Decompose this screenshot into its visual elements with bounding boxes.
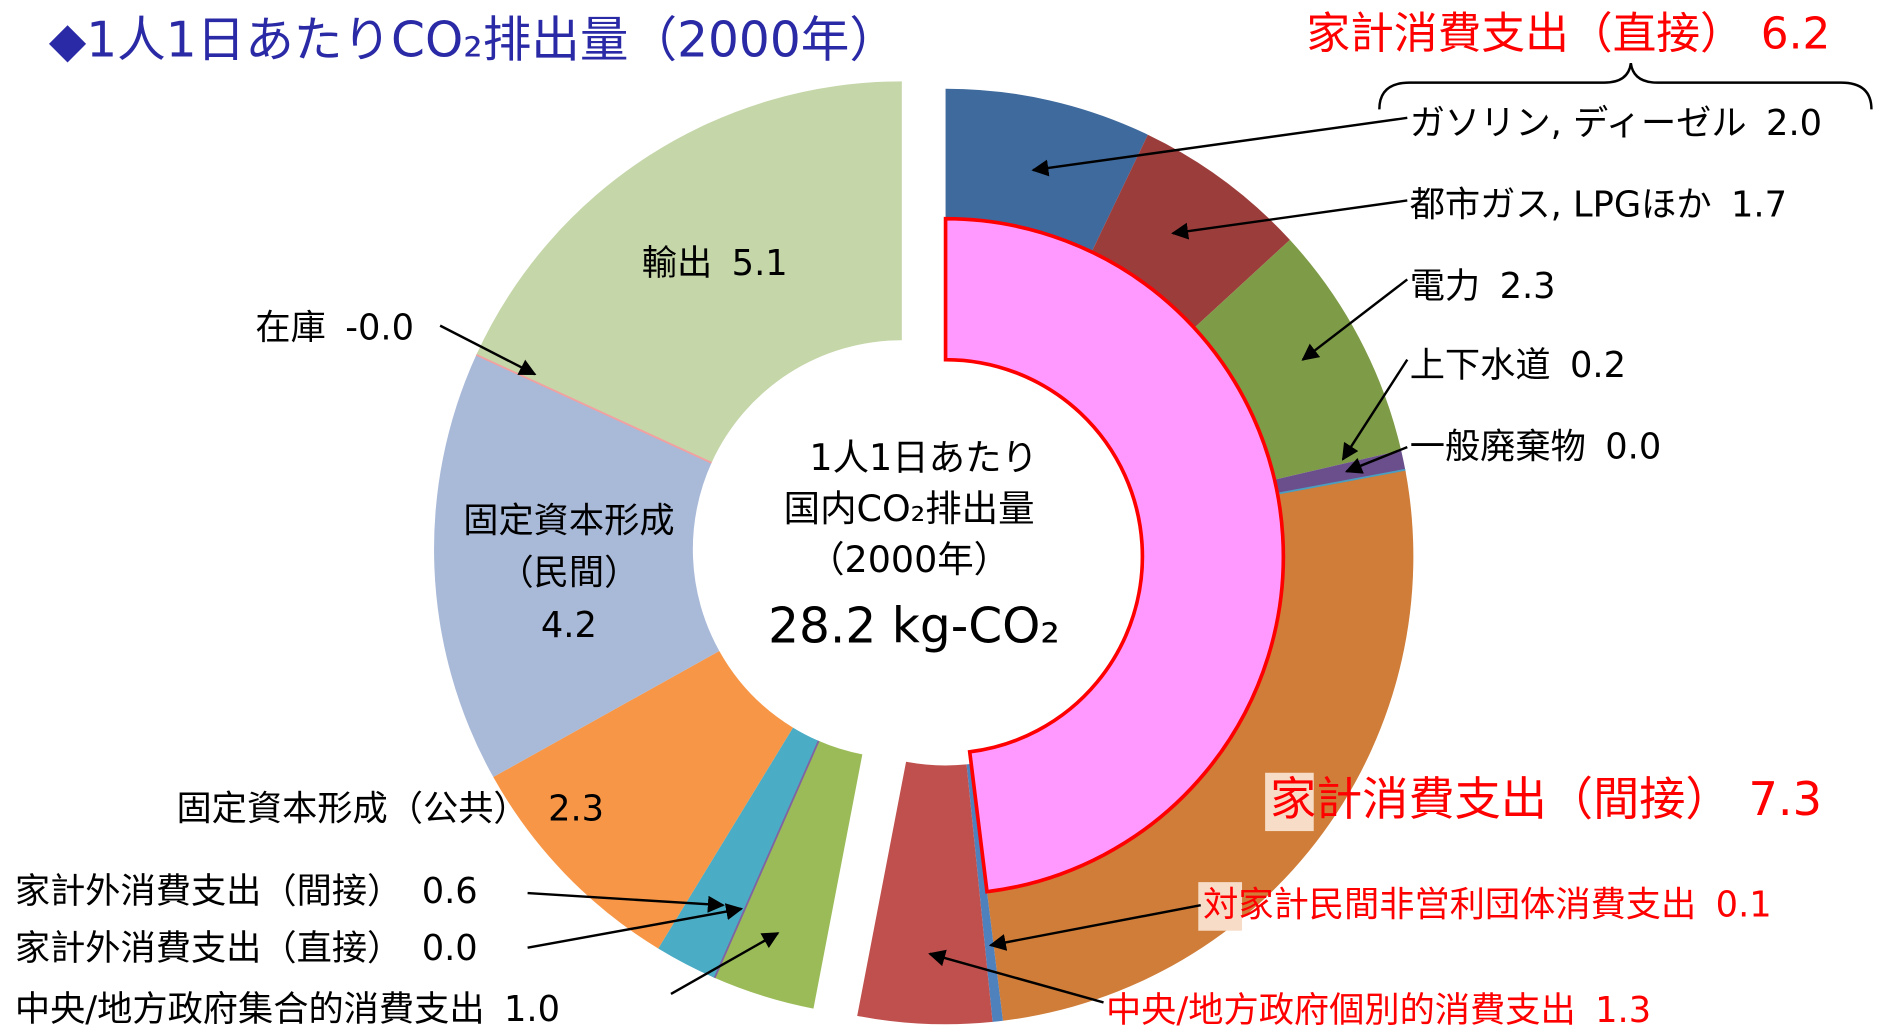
segment-value: 2.0 bbox=[1766, 103, 1822, 144]
label-bg bbox=[1198, 882, 1243, 931]
segment bbox=[713, 740, 863, 1009]
leader-line bbox=[439, 324, 537, 376]
center-text: （2000年） bbox=[808, 538, 1010, 581]
leader-line bbox=[1344, 446, 1408, 474]
segment-value: -0.0 bbox=[345, 307, 414, 348]
segment-label: 在庫 -0.0 bbox=[255, 307, 414, 348]
segment-value: 1.3 bbox=[1595, 990, 1651, 1031]
group-ring bbox=[943, 216, 1286, 894]
group-label: 家計消費支出（間接） 7.3 bbox=[1270, 771, 1822, 825]
segment-label: 固定資本形成（公共） 2.3 bbox=[176, 788, 604, 829]
segment-value: 2.3 bbox=[1500, 266, 1556, 307]
segment-name: 中央/地方政府集合的消費支出 bbox=[15, 989, 485, 1030]
segment-name: 電力 bbox=[1410, 266, 1480, 307]
leader-line bbox=[1171, 199, 1408, 240]
segment-label: 家計外消費支出（間接） 0.6 bbox=[15, 871, 478, 912]
segment-label: 上下水道 0.2 bbox=[1410, 345, 1626, 386]
segment-name: 対家計民間非営利団体消費支出 bbox=[1203, 884, 1696, 925]
label-bg bbox=[1265, 772, 1314, 832]
segment-value: 5.1 bbox=[732, 243, 788, 284]
leader-line bbox=[1301, 278, 1409, 361]
segment-name: 固定資本形成（公共） bbox=[176, 788, 528, 829]
segment-name: （民間） bbox=[498, 553, 639, 594]
segment-value: 0.1 bbox=[1716, 884, 1772, 925]
segment bbox=[476, 81, 902, 462]
segment-label: 対家計民間非営利団体消費支出 0.1 bbox=[1203, 884, 1772, 925]
leader-line bbox=[1031, 116, 1408, 177]
segment-label: 家計外消費支出（直接） 0.0 bbox=[15, 928, 478, 969]
segment-value: 1.0 bbox=[504, 989, 560, 1030]
group-value: 7.3 bbox=[1749, 771, 1822, 825]
group-name: 家計消費支出（間接） bbox=[1270, 771, 1732, 825]
segment-value: 0.0 bbox=[1605, 426, 1661, 467]
segment-name: ガソリン, ディーゼル bbox=[1410, 103, 1747, 144]
segment-value: 2.3 bbox=[548, 788, 604, 829]
segment-label: 中央/地方政府集合的消費支出 1.0 bbox=[15, 989, 560, 1030]
segment-name: 家計外消費支出（直接） bbox=[15, 928, 402, 969]
segment-label: ガソリン, ディーゼル 2.0 bbox=[1410, 103, 1822, 144]
segment-name: 在庫 bbox=[255, 307, 325, 348]
chart-title: ◆1人1日あたりCO₂排出量（2000年） bbox=[49, 13, 898, 69]
group-value: 6.2 bbox=[1761, 8, 1831, 59]
segment-label: 電力 2.3 bbox=[1410, 266, 1556, 307]
segment-value: 0.0 bbox=[422, 928, 478, 969]
center-text: 国内CO₂排出量 bbox=[784, 487, 1035, 530]
segment-name: 一般廃棄物 bbox=[1410, 426, 1586, 467]
segment bbox=[475, 352, 713, 464]
leader-line bbox=[670, 932, 780, 995]
segment-label: 輸出 5.1 bbox=[642, 243, 788, 284]
leader-line bbox=[527, 891, 725, 913]
leader-line bbox=[988, 904, 1201, 951]
segment-name: 輸出 bbox=[642, 243, 712, 284]
donut bbox=[434, 81, 1414, 1025]
center-text: 1人1日あたり bbox=[809, 436, 1038, 479]
segment-label: 中央/地方政府個別的消費支出 1.3 bbox=[1106, 990, 1651, 1031]
segment-label: 都市ガス, LPGほか 1.7 bbox=[1410, 185, 1787, 226]
group-label: 家計消費支出（直接） 6.2 bbox=[1306, 8, 1830, 59]
leader-line bbox=[1341, 358, 1409, 461]
leader-line bbox=[527, 903, 744, 949]
segment-name: 中央/地方政府個別的消費支出 bbox=[1106, 990, 1576, 1031]
segment bbox=[493, 650, 793, 949]
segment-label: 一般廃棄物 0.0 bbox=[1410, 426, 1662, 467]
segment bbox=[434, 354, 720, 778]
segment bbox=[857, 761, 993, 1025]
segment-value: 0.6 bbox=[422, 871, 478, 912]
segment-value: 0.2 bbox=[1570, 345, 1626, 386]
segment bbox=[966, 763, 1003, 1022]
segment-name: 上下水道 bbox=[1410, 345, 1551, 386]
segment bbox=[658, 727, 818, 978]
center-text: 28.2 kg-CO₂ bbox=[768, 598, 1060, 654]
segment-value: 1.7 bbox=[1731, 185, 1787, 226]
segment-value: 4.2 bbox=[541, 605, 597, 646]
group-name: 家計消費支出（直接） bbox=[1306, 8, 1743, 59]
segment-name: 固定資本形成 bbox=[463, 500, 674, 541]
segment-name: 家計外消費支出（間接） bbox=[15, 871, 402, 912]
segment-name: 都市ガス, LPGほか bbox=[1410, 185, 1712, 226]
brace bbox=[1378, 62, 1873, 110]
leader-line bbox=[928, 949, 1104, 1004]
